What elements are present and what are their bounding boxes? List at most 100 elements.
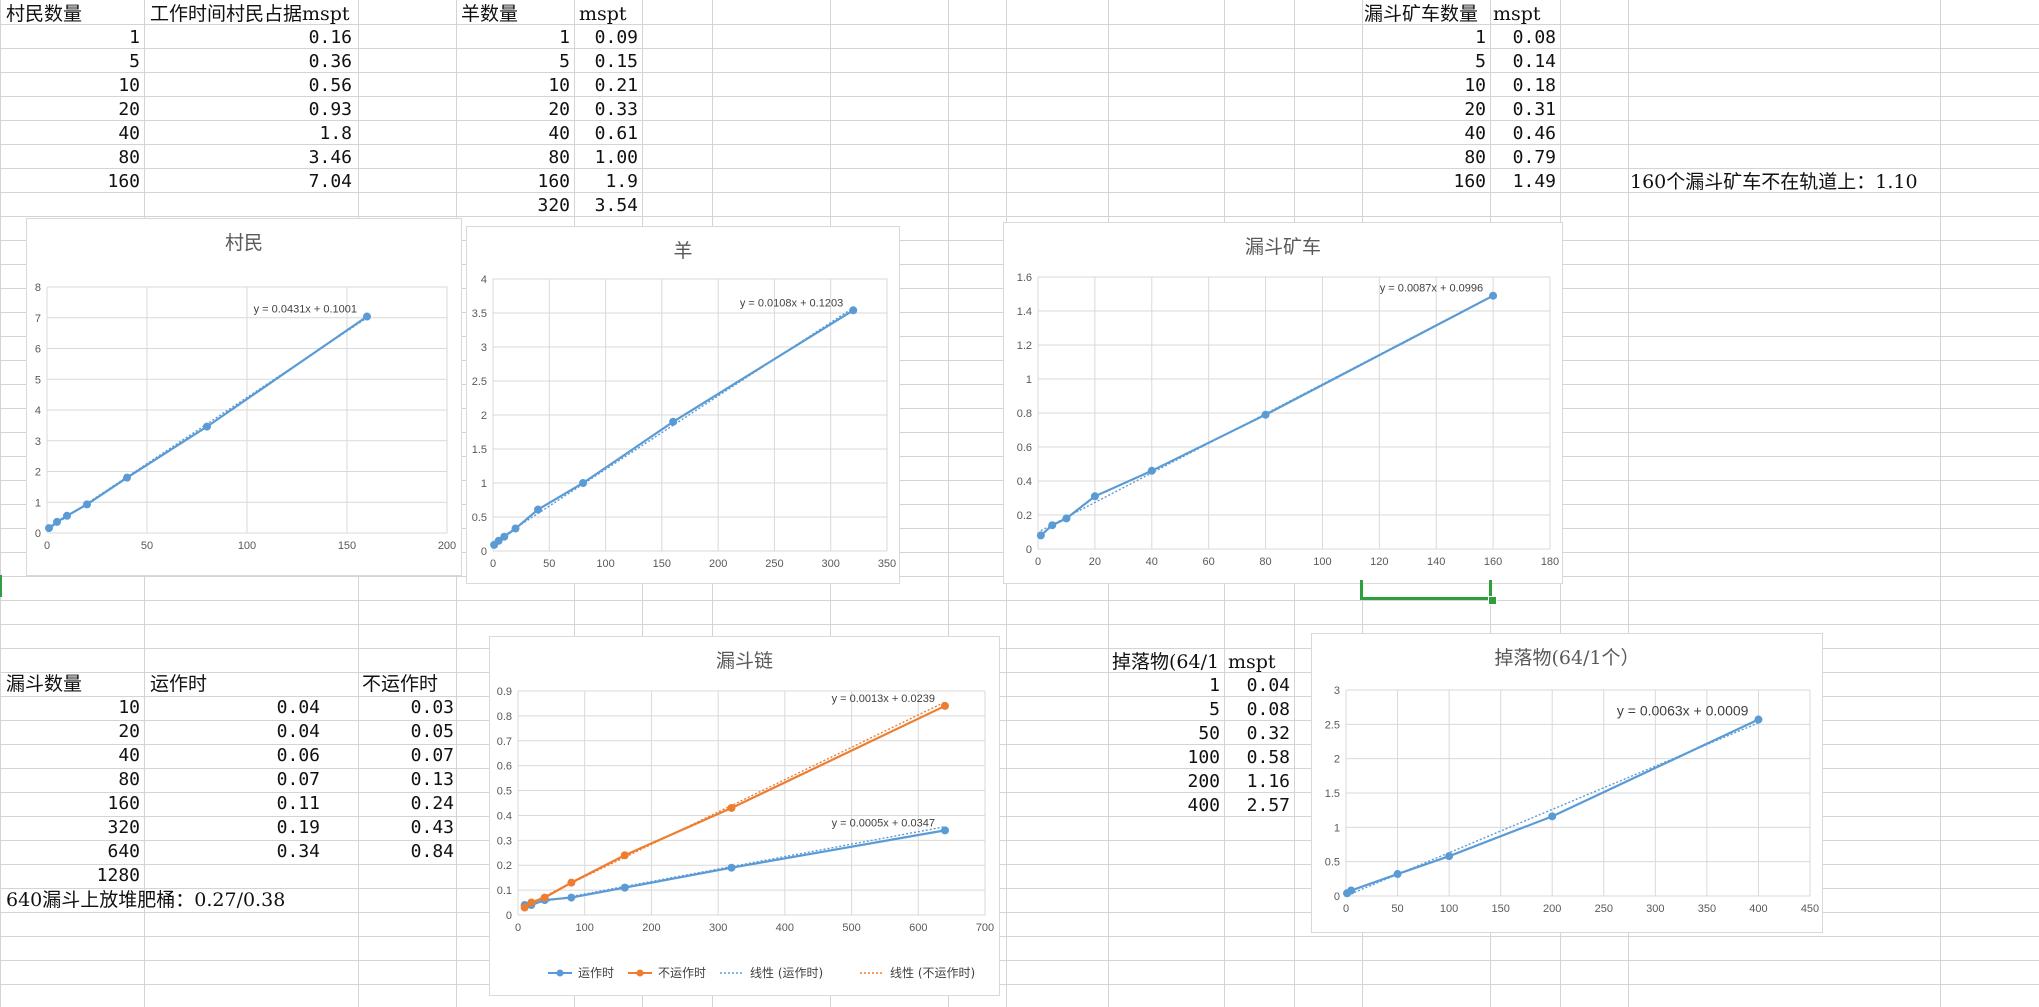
- drops-cell[interactable]: 2.57: [1246, 795, 1290, 816]
- hopper-cell[interactable]: 20: [118, 721, 140, 742]
- data-point[interactable]: [534, 505, 543, 514]
- villager-cell[interactable]: 160: [107, 171, 140, 192]
- minecart-cell[interactable]: 1: [1475, 27, 1486, 48]
- trendline-equation[interactable]: y = 0.0431x + 0.1001: [254, 304, 357, 316]
- drops-cell[interactable]: 100: [1187, 747, 1220, 768]
- data-point[interactable]: [527, 898, 536, 907]
- data-point[interactable]: [620, 851, 629, 860]
- data-point[interactable]: [45, 524, 53, 533]
- data-point[interactable]: [567, 878, 576, 887]
- villager-chart[interactable]: 村民 0 50 100 150 200 0 1 2 3 4 5 6 7 8 y = 0.0431x + 0.1…: [26, 218, 462, 576]
- drops-chart[interactable]: 掉落物(64/1个） 0 50 100 150 200 250 300 350 400 450 0 0.…: [1311, 633, 1823, 933]
- sheep-cell[interactable]: 3.54: [594, 195, 638, 216]
- sheep-cell[interactable]: 0.09: [594, 27, 638, 48]
- hopper-cell[interactable]: 160: [107, 793, 140, 814]
- data-point[interactable]: [63, 511, 71, 520]
- data-point[interactable]: [500, 532, 509, 541]
- data-point[interactable]: [849, 306, 858, 315]
- drops-cell[interactable]: 0.32: [1246, 723, 1290, 744]
- sheep-cell[interactable]: 160: [537, 171, 570, 192]
- legend-label[interactable]: 线性 (运作时): [750, 966, 823, 980]
- trendline-equation[interactable]: y = 0.0013x + 0.0239: [832, 693, 935, 705]
- villager-cell[interactable]: 40: [118, 123, 140, 144]
- hopper-chain-chart[interactable]: 漏斗链 0 100 200 300 400 500 600 700 0 0.1 0.2 0.3 0.4 0.…: [489, 636, 1000, 996]
- trendline[interactable]: [524, 701, 946, 907]
- minecart-cell[interactable]: 1.49: [1512, 171, 1556, 192]
- legend-label[interactable]: 线性 (不运作时): [890, 966, 975, 980]
- series-line[interactable]: [1346, 718, 1759, 895]
- sheep-cell[interactable]: 5: [559, 51, 570, 72]
- sheep-cell[interactable]: 320: [537, 195, 570, 216]
- villager-cell[interactable]: 1.8: [319, 123, 352, 144]
- minecart-cell[interactable]: 0.46: [1512, 123, 1556, 144]
- minecart-cell[interactable]: 20: [1464, 99, 1486, 120]
- villager-cell[interactable]: 7.04: [308, 171, 352, 192]
- minecart-cell[interactable]: 10: [1464, 75, 1486, 96]
- trendline-equation[interactable]: y = 0.0005x + 0.0347: [832, 817, 935, 829]
- hopper-cell[interactable]: 0.06: [276, 745, 320, 766]
- hopper-cell[interactable]: 0.11: [276, 793, 320, 814]
- drops-header-mspt[interactable]: mspt: [1228, 651, 1276, 673]
- data-point[interactable]: [203, 422, 211, 431]
- villager-header-mspt[interactable]: 工作时间村民占据mspt: [150, 3, 350, 25]
- minecart-cell[interactable]: 0.08: [1512, 27, 1556, 48]
- sheep-cell[interactable]: 1.00: [594, 147, 638, 168]
- minecart-header-count[interactable]: 漏斗矿车数量: [1364, 3, 1479, 25]
- drops-cell[interactable]: 0.08: [1246, 699, 1290, 720]
- data-point[interactable]: [1261, 410, 1270, 419]
- hopper-cell[interactable]: 80: [118, 769, 140, 790]
- trendline[interactable]: [493, 307, 854, 543]
- data-point[interactable]: [540, 893, 549, 902]
- data-point[interactable]: [940, 826, 949, 835]
- drops-header-count[interactable]: 掉落物(64/1: [1112, 651, 1220, 673]
- sheep-header-mspt[interactable]: mspt: [579, 3, 627, 25]
- data-point[interactable]: [1347, 886, 1356, 895]
- hopper-cell[interactable]: 40: [118, 745, 140, 766]
- villager-cell[interactable]: 3.46: [308, 147, 352, 168]
- data-point[interactable]: [727, 803, 736, 812]
- hopper-cell[interactable]: 10: [118, 697, 140, 718]
- villager-header-count[interactable]: 村民数量: [6, 3, 83, 25]
- chart-title[interactable]: 漏斗矿车: [1245, 236, 1321, 258]
- drops-cell[interactable]: 5: [1209, 699, 1220, 720]
- data-point[interactable]: [520, 903, 529, 912]
- data-point[interactable]: [1090, 492, 1099, 501]
- villager-cell[interactable]: 0.93: [308, 99, 352, 120]
- drops-cell[interactable]: 0.04: [1246, 675, 1290, 696]
- hopper-cell[interactable]: 0.43: [410, 817, 454, 838]
- data-point[interactable]: [123, 473, 131, 482]
- minecart-cell[interactable]: 5: [1475, 51, 1486, 72]
- data-point[interactable]: [940, 701, 949, 710]
- trendline[interactable]: [48, 317, 368, 530]
- fill-handle[interactable]: [1488, 596, 1497, 605]
- data-point[interactable]: [511, 524, 520, 533]
- sheep-cell[interactable]: 20: [548, 99, 570, 120]
- minecart-cell[interactable]: 0.18: [1512, 75, 1556, 96]
- hopper-header-off[interactable]: 不运作时: [362, 673, 439, 695]
- legend-label[interactable]: 不运作时: [658, 966, 706, 980]
- hopper-header-on[interactable]: 运作时: [150, 673, 208, 695]
- hopper-cell[interactable]: 0.07: [410, 745, 454, 766]
- hopper-cell[interactable]: 320: [107, 817, 140, 838]
- sheep-cell[interactable]: 1: [559, 27, 570, 48]
- data-point[interactable]: [1754, 715, 1763, 724]
- hopper-cell[interactable]: 0.05: [410, 721, 454, 742]
- data-point[interactable]: [727, 863, 736, 872]
- hopper-cell[interactable]: 0.34: [276, 841, 320, 862]
- data-point[interactable]: [1147, 466, 1156, 475]
- data-point[interactable]: [83, 500, 91, 509]
- villager-cell[interactable]: 0.16: [308, 27, 352, 48]
- drops-cell[interactable]: 400: [1187, 795, 1220, 816]
- sheep-cell[interactable]: 40: [548, 123, 570, 144]
- data-point[interactable]: [620, 883, 629, 892]
- drops-cell[interactable]: 1.16: [1246, 771, 1290, 792]
- drops-cell[interactable]: 1: [1209, 675, 1220, 696]
- chart-title[interactable]: 漏斗链: [716, 650, 773, 672]
- villager-cell[interactable]: 5: [129, 51, 140, 72]
- sheep-cell[interactable]: 80: [548, 147, 570, 168]
- hopper-note[interactable]: 640漏斗上放堆肥桶：0.27/0.38: [6, 889, 286, 911]
- data-point[interactable]: [567, 893, 576, 902]
- hopper-cell[interactable]: 0.84: [410, 841, 454, 862]
- sheep-cell[interactable]: 0.61: [594, 123, 638, 144]
- villager-cell[interactable]: 20: [118, 99, 140, 120]
